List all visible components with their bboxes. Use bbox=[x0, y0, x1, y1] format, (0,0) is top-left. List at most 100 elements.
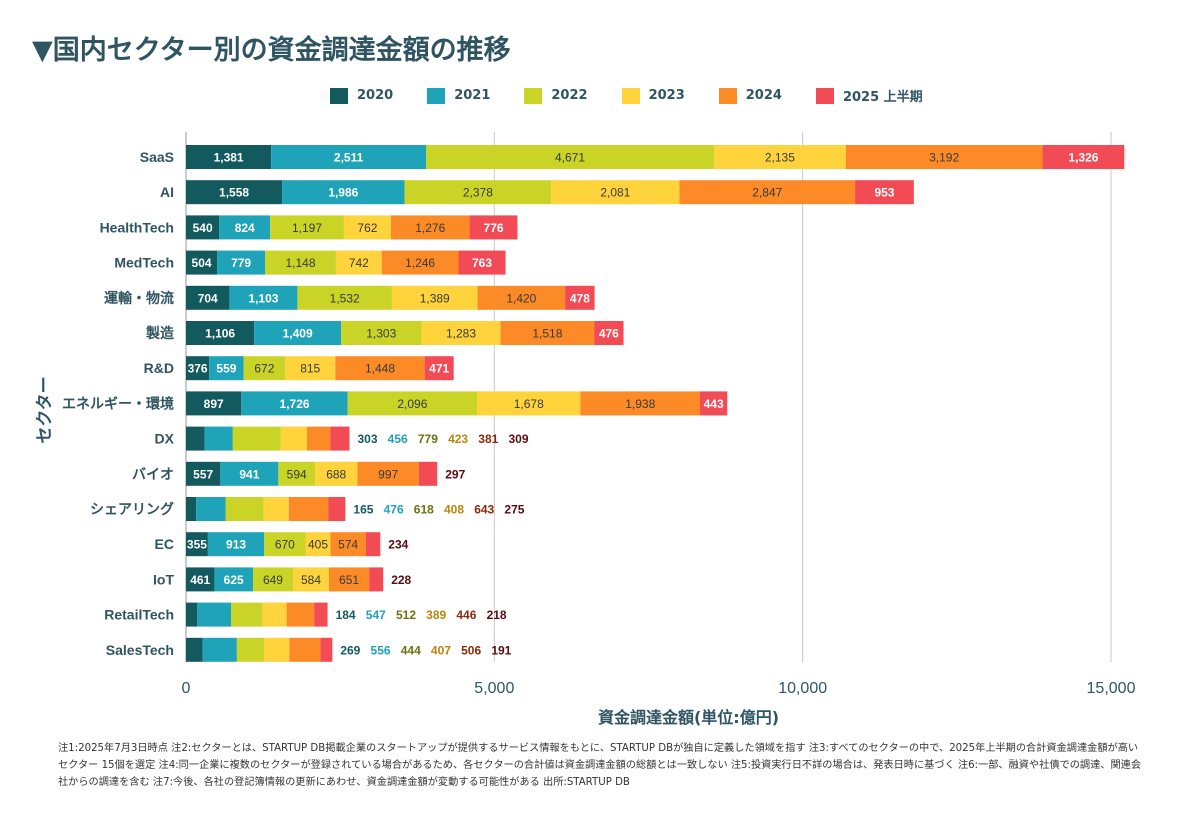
bar-segment bbox=[335, 250, 382, 275]
data-label: 1,103 bbox=[248, 291, 278, 305]
bar-segment bbox=[297, 285, 392, 310]
legend-swatch bbox=[427, 87, 446, 104]
data-label: 1,409 bbox=[283, 327, 313, 341]
bar-segment bbox=[341, 321, 422, 345]
data-label: 651 bbox=[339, 573, 359, 587]
data-label: 688 bbox=[326, 467, 346, 481]
bar-segment bbox=[196, 497, 226, 521]
footnotes: 注1:2025年7月3日時点 注2:セクターとは、STARTUP DB掲載企業の… bbox=[58, 743, 1142, 788]
bar-segment bbox=[270, 215, 344, 240]
bar-segment bbox=[390, 215, 470, 240]
legend-item: 2025 上半期 bbox=[815, 86, 923, 105]
bar-segment bbox=[186, 497, 197, 521]
bar-segment bbox=[580, 391, 700, 416]
data-label: 997 bbox=[378, 467, 398, 481]
data-label: 446 bbox=[456, 608, 476, 622]
bar-segment bbox=[243, 356, 286, 381]
category-label: エネルギー・環境 bbox=[62, 395, 174, 411]
bar-segment bbox=[305, 532, 331, 557]
data-label: 381 bbox=[478, 432, 498, 446]
category-label: MedTech bbox=[114, 255, 174, 271]
bar-segment bbox=[855, 180, 914, 205]
bar-segment bbox=[500, 321, 595, 345]
data-label: 2,847 bbox=[752, 186, 782, 200]
data-label: 779 bbox=[418, 432, 438, 446]
legend-swatch bbox=[621, 87, 640, 104]
bar-segment bbox=[320, 637, 333, 662]
data-label: 557 bbox=[193, 467, 213, 481]
data-label: 1,197 bbox=[292, 221, 322, 235]
data-label: 763 bbox=[472, 256, 492, 270]
bar-segment bbox=[252, 567, 293, 592]
chart: SaaS 1,381 2,511 4,671 2,135 3,192 1,326 AI 1,55… bbox=[35, 132, 1136, 727]
data-label: 704 bbox=[198, 291, 218, 305]
data-label: 643 bbox=[474, 503, 494, 517]
legend-swatch bbox=[815, 87, 834, 104]
bar-segment bbox=[262, 602, 287, 627]
bar-segment bbox=[271, 145, 427, 169]
data-label: 165 bbox=[353, 503, 373, 517]
data-label: 584 bbox=[301, 573, 321, 587]
bar-segment bbox=[343, 215, 391, 240]
bar-segment bbox=[458, 250, 506, 275]
legend: 2020 2021 2022 2023 2024 2025 上半期 bbox=[330, 86, 957, 106]
bar-segment bbox=[204, 426, 233, 451]
data-label: 815 bbox=[300, 362, 320, 376]
bar-segment bbox=[186, 356, 210, 381]
category-label: SalesTech bbox=[106, 642, 174, 658]
legend-item: 2020 bbox=[330, 87, 393, 104]
bar-segment bbox=[421, 321, 501, 345]
x-tick-label: 0 bbox=[182, 680, 191, 697]
data-label: 742 bbox=[349, 256, 369, 270]
bar-segment bbox=[186, 250, 218, 275]
x-tick-label: 15,000 bbox=[1087, 680, 1136, 697]
data-label: 1,106 bbox=[205, 327, 235, 341]
bar-segment bbox=[594, 321, 624, 345]
bar-segment bbox=[357, 461, 419, 486]
data-label: 1,726 bbox=[280, 397, 310, 411]
data-label: 275 bbox=[504, 503, 524, 517]
data-label: 471 bbox=[429, 362, 449, 376]
category-label: HealthTech bbox=[100, 219, 174, 235]
bar-segment bbox=[679, 180, 856, 205]
data-label: 444 bbox=[401, 643, 421, 657]
data-label: 1,276 bbox=[415, 221, 445, 235]
bar-segment bbox=[699, 391, 728, 416]
bar-segment bbox=[289, 637, 321, 662]
bar-segment bbox=[214, 567, 253, 592]
legend-label: 2021 bbox=[454, 88, 491, 103]
bar-segment bbox=[264, 637, 290, 662]
category-label: SaaS bbox=[140, 149, 174, 165]
data-label: 618 bbox=[414, 503, 434, 517]
x-tick-label: 5,000 bbox=[474, 680, 514, 697]
legend-item: 2022 bbox=[524, 87, 588, 104]
data-label: 303 bbox=[357, 432, 377, 446]
data-label: 1,148 bbox=[285, 256, 315, 270]
bar-segment bbox=[315, 461, 358, 486]
data-label: 1,326 bbox=[1068, 151, 1098, 165]
data-label: 234 bbox=[388, 538, 408, 552]
bar-segment bbox=[565, 285, 595, 310]
legend-item: 2021 bbox=[427, 87, 491, 104]
bar-segment bbox=[186, 285, 230, 310]
data-label: 184 bbox=[336, 608, 356, 622]
legend-item: 2023 bbox=[621, 87, 685, 104]
data-label: 941 bbox=[239, 467, 259, 481]
legend-label: 2023 bbox=[648, 88, 685, 103]
bar-segment bbox=[186, 180, 283, 205]
bar-segment bbox=[186, 567, 215, 592]
bar-segment bbox=[369, 567, 384, 592]
data-label: 672 bbox=[254, 362, 274, 376]
data-label: 297 bbox=[445, 467, 465, 481]
data-label: 2,081 bbox=[600, 186, 630, 200]
data-label: 625 bbox=[224, 573, 244, 587]
data-label: 408 bbox=[444, 503, 464, 517]
bar-segment bbox=[217, 250, 266, 275]
data-label: 309 bbox=[508, 432, 528, 446]
data-label: 574 bbox=[338, 538, 358, 552]
category-label: RetailTech bbox=[104, 607, 174, 623]
bar-segment bbox=[220, 461, 279, 486]
data-label: 559 bbox=[216, 362, 236, 376]
data-label: 1,938 bbox=[625, 397, 655, 411]
bar-segment bbox=[424, 356, 454, 381]
